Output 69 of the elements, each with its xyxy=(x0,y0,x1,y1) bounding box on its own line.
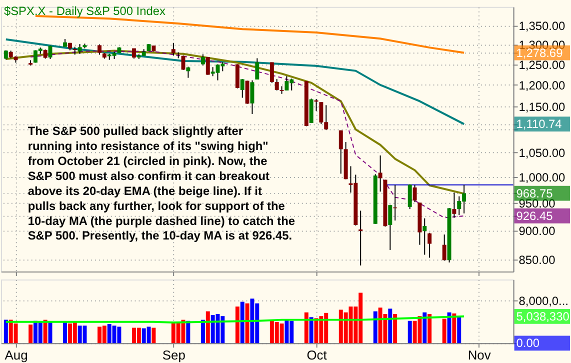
candlestick xyxy=(412,184,417,203)
candlestick xyxy=(78,44,82,54)
bar xyxy=(63,322,68,344)
y-tick-label: 1,050.00 xyxy=(518,146,566,160)
candlestick xyxy=(255,58,260,80)
bar xyxy=(388,308,392,344)
candlestick xyxy=(240,78,244,98)
candlestick xyxy=(442,234,446,262)
candlestick xyxy=(200,54,205,66)
candlestick xyxy=(338,130,343,174)
candlestick xyxy=(388,204,392,251)
bar xyxy=(428,314,432,344)
candlestick xyxy=(428,232,432,258)
x-tick-label: Oct xyxy=(306,348,328,363)
candlestick xyxy=(280,86,284,94)
line-series xyxy=(4,38,466,126)
y-tick-label: 926.45 xyxy=(516,208,554,223)
candlestick xyxy=(206,56,210,76)
candlestick xyxy=(171,42,176,56)
candlestick xyxy=(408,184,412,210)
candlestick xyxy=(98,44,102,56)
line-series xyxy=(4,315,466,324)
candlestick xyxy=(422,218,427,256)
y-tick-label: 1,110.74 xyxy=(516,117,562,132)
y-tick-label: 900.00 xyxy=(518,224,556,238)
bar xyxy=(245,303,250,344)
y-tick-label: 1,350.00 xyxy=(518,18,566,33)
y-tick-label: 1,000.00 xyxy=(518,170,566,185)
bar xyxy=(408,320,412,344)
bar xyxy=(422,312,427,344)
y-tick-label: 0.00 xyxy=(516,336,540,350)
bar xyxy=(28,324,33,344)
bar xyxy=(43,320,48,344)
y-tick-label: 1,150.00 xyxy=(518,100,566,114)
bar xyxy=(304,312,308,344)
y-tick-label: 850.00 xyxy=(518,252,556,267)
bar xyxy=(200,320,205,344)
candlestick xyxy=(250,80,254,115)
bar xyxy=(373,311,378,344)
candlestick xyxy=(270,62,274,84)
candlestick xyxy=(235,64,240,89)
candlestick xyxy=(378,154,382,192)
candlestick xyxy=(452,192,456,218)
candlestick xyxy=(245,80,250,104)
candlestick xyxy=(43,49,48,60)
bar xyxy=(393,314,398,344)
chart-title: $SPX.X - Daily S&P 500 Index xyxy=(4,4,166,18)
x-tick-label: Nov xyxy=(468,348,492,363)
bar xyxy=(442,318,446,344)
bar xyxy=(309,317,314,344)
bar xyxy=(235,306,240,344)
y-tick-label: 1,200.00 xyxy=(518,78,566,92)
candlestick xyxy=(274,78,279,91)
bar xyxy=(4,320,8,344)
y-tick-label: 5,038,330 xyxy=(516,309,570,324)
x-tick-label: Sep xyxy=(162,348,186,363)
bar xyxy=(452,313,456,344)
bar xyxy=(152,328,156,344)
candlestick xyxy=(309,98,314,124)
candlestick xyxy=(186,66,190,78)
candlestick xyxy=(358,210,363,266)
bar xyxy=(457,316,462,344)
bar xyxy=(206,311,210,344)
bar xyxy=(240,302,244,344)
y-tick-label: 1,250.00 xyxy=(518,58,566,72)
x-tick-label: Aug xyxy=(4,348,28,363)
annotation: The S&P 500 pulled back slightly after running into resistance of its "swing high" from October 21 (circled in pink). Now, the S&P 500 must also confirm it can breakout above its 20-day EMA (the beige line). If it pulls back any further, look for support of the 10-day MA (the purple dashed line) to catch the S&P 500. Presently, the 10-day MA is at 926.45. xyxy=(28,124,296,243)
y-tick-label: 8,000,0... xyxy=(518,294,568,308)
bar xyxy=(447,312,452,344)
